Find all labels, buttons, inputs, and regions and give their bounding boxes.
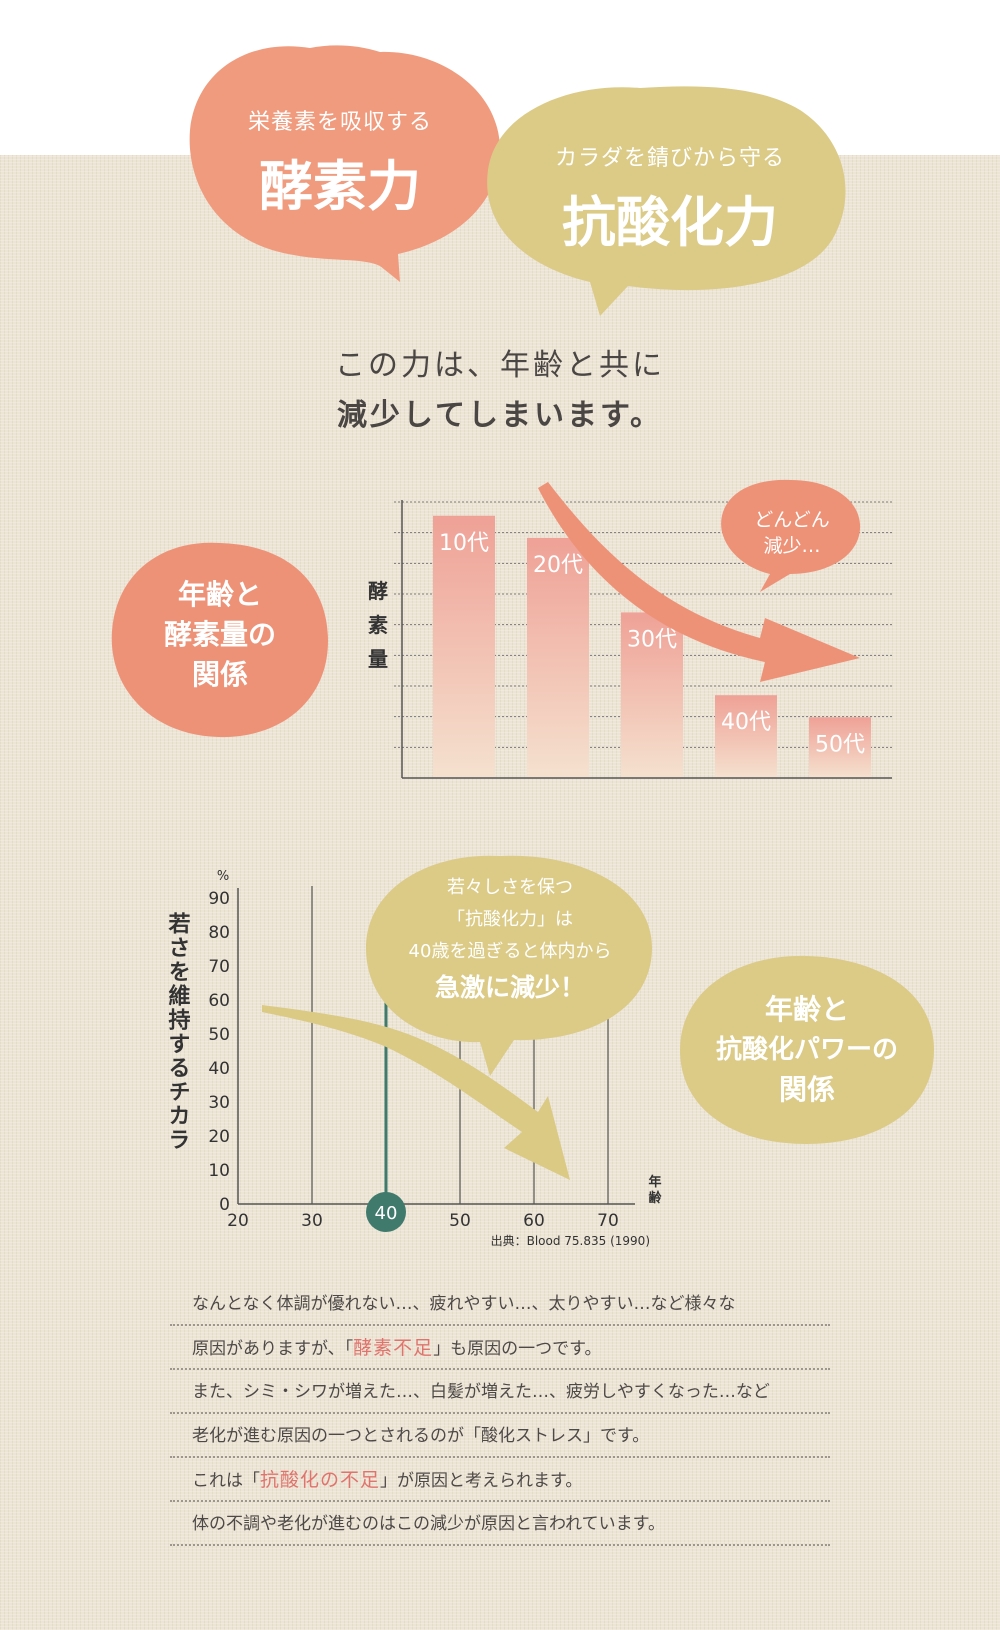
chart1-bars <box>433 515 871 778</box>
enzyme-bubble-shape <box>189 45 500 282</box>
chart2-y-tick: 30 <box>208 1093 230 1113</box>
paragraph-line: また、シミ・シワが増えた…、白髪が増えた…、疲労しやすくなった…など <box>170 1370 830 1414</box>
chart2-x-tick: 60 <box>523 1211 545 1231</box>
enzyme-bubble-main: 酵素力 <box>259 155 421 218</box>
chart2-y-unit: % <box>217 869 229 884</box>
chart2-y-tick: 40 <box>208 1059 230 1079</box>
chart1-callout-line2: 減少… <box>763 535 820 557</box>
chart1-label-blob <box>111 542 329 738</box>
chart2-x-tick: 70 <box>597 1211 619 1231</box>
chart2-callout-emphasis: 急激に減少！ <box>434 973 585 1002</box>
chart1-bar-label: 50代 <box>815 732 865 757</box>
headline-line2: 減少してしまいます。 <box>336 398 664 433</box>
chart2-callout-line1: 若々しさを保つ <box>447 877 573 898</box>
antioxidant-bubble-sub: カラダを錆びから守る <box>554 146 785 171</box>
chart1-ylabel-2: 素 <box>368 613 388 637</box>
chart2-y-tick: 10 <box>208 1161 230 1181</box>
chart2-callout-shape <box>366 855 652 1076</box>
chart2-y-tick-labels: 0 10 20 30 40 50 60 70 80 90 <box>208 889 230 1215</box>
paragraph-text: これは「 <box>192 1471 260 1491</box>
chart2-y-tick: 0 <box>219 1195 230 1215</box>
chart1-label: 年齢と 酵素量の 関係 <box>100 575 340 695</box>
paragraph-text: また、シミ・シワが増えた…、白髪が増えた…、疲労しやすくなった…など <box>192 1382 770 1402</box>
chart2-label-blob <box>680 955 934 1144</box>
paragraph-line: これは「抗酸化の不足」が原因と考えられます。 <box>170 1458 830 1502</box>
chart2-y-tick: 70 <box>208 957 230 977</box>
paragraph-highlight: 酵素不足 <box>353 1337 434 1359</box>
chart2-x-tick: 30 <box>301 1211 323 1231</box>
chart2-xlabel-2: 齢 <box>648 1190 662 1206</box>
chart1-label-line2: 酵素量の <box>163 618 276 651</box>
chart2-highlight-marker <box>366 1192 406 1232</box>
paragraph-line: 老化が進む原因の一つとされるのが「酸化ストレス」です。 <box>170 1414 830 1458</box>
paragraph-text: 体の不調や老化が進むのはこの減少が原因と言われています。 <box>192 1514 665 1534</box>
chart1-callout-shape <box>721 479 861 592</box>
chart1-bar <box>433 515 495 778</box>
paragraph-text: 原因がありますが、「 <box>192 1339 354 1359</box>
paragraph-text: なんとなく体調が優れない…、疲れやすい…、太りやすい…など様々な <box>192 1294 736 1314</box>
enzyme-bubble-sub: 栄養素を吸収する <box>247 110 432 135</box>
chart2-callout-line2: 「抗酸化力」は <box>447 909 573 930</box>
chart1-bar-label: 10代 <box>439 531 489 556</box>
chart1-ylabel-1: 酵 <box>368 579 388 603</box>
chart2-y-tick: 80 <box>208 923 230 943</box>
chart1-bar <box>715 695 777 778</box>
chart2-y-tick: 50 <box>208 1025 230 1045</box>
paragraph-text: 」も原因の一つです。 <box>433 1339 602 1359</box>
chart2-label: 年齢と 抗酸化パワーの 関係 <box>672 990 942 1110</box>
chart2-trend-arrow <box>262 1005 570 1180</box>
chart2-x-tick: 50 <box>449 1211 471 1231</box>
chart2-x-tick: 20 <box>227 1211 249 1231</box>
paragraph-text: 」が原因と考えられます。 <box>380 1471 583 1491</box>
chart2-y-tick: 90 <box>208 889 230 909</box>
chart2-highlight-label: 40 <box>375 1203 398 1224</box>
chart2-y-tick: 60 <box>208 991 230 1011</box>
chart1-bar-label: 20代 <box>533 553 583 578</box>
headline-line1: この力は、年齢と共に <box>335 348 665 383</box>
chart1-label-line1: 年齢と <box>177 578 262 611</box>
chart1-ylabel-3: 量 <box>368 647 388 671</box>
chart2-label-line1: 年齢と <box>764 993 849 1026</box>
chart1-label-line3: 関係 <box>191 658 248 691</box>
paragraph-line: 体の不調や老化が進むのはこの減少が原因と言われています。 <box>170 1502 830 1546</box>
chart2-callout-line3: 40歳を過ぎると体内から <box>408 941 612 962</box>
chart1-trend-arrow <box>538 482 860 682</box>
paragraph-line: なんとなく体調が優れない…、疲れやすい…、太りやすい…など様々な <box>170 1282 830 1326</box>
chart1-callout-line1: どんどん <box>754 509 829 531</box>
chart1-bar <box>809 717 871 778</box>
antioxidant-bubble-main: 抗酸化力 <box>562 191 778 254</box>
chart1-bar <box>621 612 683 778</box>
top-bubbles <box>189 45 846 316</box>
chart1-bar <box>527 537 589 778</box>
antioxidant-bubble-shape <box>487 86 846 316</box>
chart1-bar-labels: 10代 20代 30代 40代 50代 <box>439 531 865 757</box>
paragraph-highlight: 抗酸化の不足 <box>260 1469 381 1491</box>
chart2-callout: 若々しさを保つ 「抗酸化力」は 40歳を過ぎると体内から 急激に減少！ <box>360 872 660 1008</box>
chart2-x-tick-labels: 20 30 50 60 70 <box>227 1211 619 1231</box>
chart2-y-tick: 20 <box>208 1127 230 1147</box>
chart2-label-line3: 関係 <box>778 1073 835 1106</box>
paragraph-line: 原因がありますが、「酵素不足」も原因の一つです。 <box>170 1326 830 1370</box>
chart2-ylabel: 若さを維持するチカラ <box>165 911 191 1152</box>
chart2-xlabel-1: 年 <box>648 1174 661 1190</box>
chart1-bar-label: 30代 <box>627 627 677 652</box>
chart1-bar-label: 40代 <box>721 710 771 735</box>
enzyme-bar-chart: 10代 20代 30代 40代 50代 どんどん 減少… 酵 素 量 <box>368 479 892 779</box>
chart2-source: 出典：Blood 75.835 (1990) <box>491 1234 650 1248</box>
paragraph-text: 老化が進む原因の一つとされるのが「酸化ストレス」です。 <box>192 1426 650 1446</box>
chart2-label-line2: 抗酸化パワーの <box>715 1035 898 1065</box>
